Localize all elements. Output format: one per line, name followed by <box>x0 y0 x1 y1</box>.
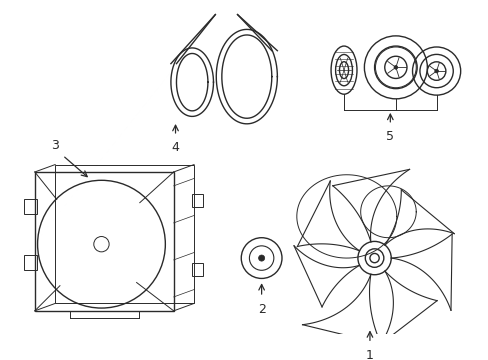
Circle shape <box>393 66 397 69</box>
Circle shape <box>434 69 438 73</box>
Text: 1: 1 <box>365 349 373 360</box>
Bar <box>35 172 173 311</box>
Text: 4: 4 <box>171 141 179 154</box>
Text: 2: 2 <box>257 302 265 315</box>
Bar <box>192 263 203 276</box>
Text: 5: 5 <box>386 130 393 143</box>
Bar <box>23 255 37 270</box>
Bar <box>55 165 194 303</box>
Text: 3: 3 <box>51 139 59 152</box>
Circle shape <box>258 255 264 261</box>
Bar <box>23 199 37 214</box>
Bar <box>192 194 203 207</box>
